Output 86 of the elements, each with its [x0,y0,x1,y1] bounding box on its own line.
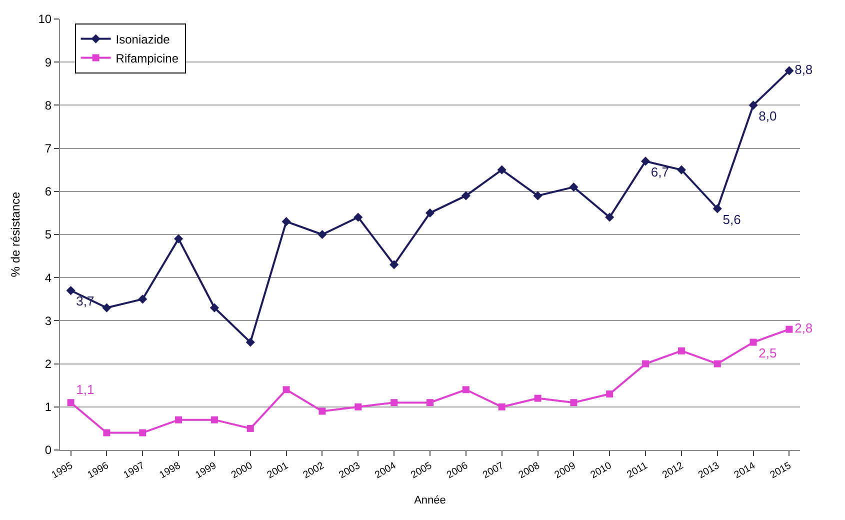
point [748,100,758,110]
point [210,303,220,312]
y-tick-label: 4 [44,270,52,285]
y-tick-label: 10 [38,12,52,26]
point [174,234,184,244]
point [282,217,291,226]
point [784,66,794,76]
x-tick-label: 2002 [301,460,327,482]
point [210,416,218,424]
point [354,403,362,410]
point [605,212,614,222]
y-tick-label: 1 [44,400,52,414]
point [354,212,363,222]
y-tick-label: 8 [44,98,52,112]
y-tick-label: 2 [44,357,52,371]
x-tick-label: 2004 [373,460,398,482]
point [642,360,650,368]
point [497,165,506,174]
point [390,260,399,270]
point [640,156,650,166]
data-label: 3,7 [76,294,94,309]
point [569,182,578,192]
x-tick-label: 2013 [696,460,722,482]
x-tick-label: 2015 [768,460,794,482]
y-tick-label: 5 [44,228,52,242]
y-tick-label: 6 [44,184,52,199]
point [461,191,470,200]
point [103,429,110,436]
point [606,390,614,398]
x-tick-label: 2014 [732,460,758,482]
point [750,338,757,346]
x-tick-label: 2000 [230,460,255,482]
point [462,386,470,394]
y-tick-label: 0 [44,443,52,458]
y-tick-label: 3 [44,314,52,328]
x-tick-label: 2005 [409,460,434,482]
point [318,230,327,240]
x-tick-label: 2012 [660,460,686,482]
x-tick-label: 2001 [266,460,291,482]
point [246,338,255,347]
point [67,399,74,406]
point [426,399,434,406]
data-label: 2,8 [794,320,813,336]
legend-label: Rifampicine [116,51,179,66]
point [534,394,542,402]
data-label: 2,5 [758,345,777,360]
x-tick-label: 2009 [552,460,578,482]
point [570,399,578,406]
point [138,294,148,304]
point [318,408,326,415]
point [390,399,398,406]
legend-label: Isoniazide [116,32,170,46]
x-tick-label: 1996 [86,460,112,482]
data-label: 8,8 [794,62,813,77]
point [66,286,76,296]
point [712,204,722,214]
point [102,303,112,312]
point [714,360,721,368]
point [175,416,182,424]
point [139,429,146,436]
point [425,208,435,218]
data-label: 8,0 [758,108,777,124]
y-axis-title: % de résistance [8,191,23,278]
x-tick-label: 2010 [588,460,614,482]
point [282,386,290,394]
x-axis-title: Année [414,494,446,506]
data-label: 1,1 [76,382,94,397]
x-tick-label: 2008 [517,460,542,482]
x-tick-label: 1997 [122,460,147,482]
y-tick-label: 9 [44,55,52,70]
x-tick-label: 2011 [625,460,650,481]
point [786,326,793,333]
x-tick-label: 1995 [50,460,76,482]
x-tick-label: 2007 [481,460,506,482]
x-tick-label: 2003 [337,460,363,482]
point [533,191,542,200]
point [498,403,506,410]
y-tick-label: 7 [44,142,52,156]
point [678,347,685,354]
point [676,165,686,174]
data-label: 6,7 [650,164,669,180]
data-label: 5,6 [722,212,741,227]
x-tick-label: 1998 [158,460,183,482]
x-tick-label: 2006 [445,460,470,482]
point [246,424,254,432]
x-tick-label: 1999 [194,460,219,482]
